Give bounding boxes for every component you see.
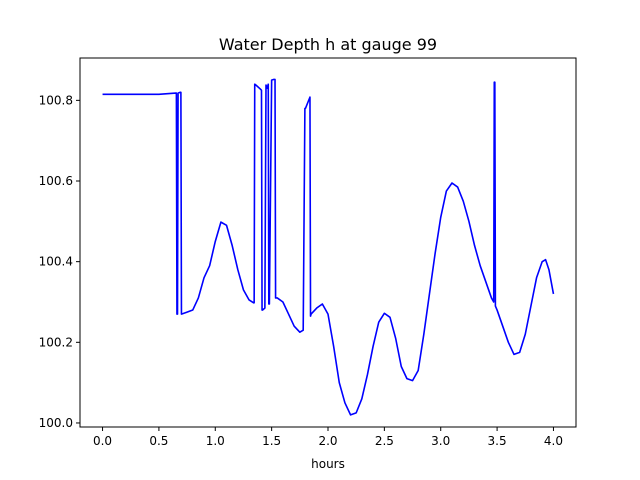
x-tick-label: 3.0 <box>431 434 450 448</box>
x-tick-label: 2.0 <box>318 434 337 448</box>
series-line <box>102 78 555 416</box>
x-tick-label: 2.5 <box>375 434 394 448</box>
x-axis: 0.0 0.5 1.0 1.5 2.0 2.5 3.0 3.5 4.0 <box>93 427 563 448</box>
y-tick-label: 100.2 <box>39 335 73 349</box>
x-tick-label: 1.0 <box>206 434 225 448</box>
x-tick-label: 0.5 <box>149 434 168 448</box>
y-axis: 100.0 100.2 100.4 100.6 100.8 <box>39 93 80 430</box>
y-tick-label: 100.0 <box>39 416 73 430</box>
x-tick-label: 4.0 <box>544 434 563 448</box>
plot-frame <box>79 57 577 428</box>
plot-area <box>79 57 577 428</box>
y-tick-label: 100.4 <box>39 255 73 269</box>
x-tick-label: 3.5 <box>488 434 507 448</box>
x-tick-label: 1.5 <box>262 434 281 448</box>
y-tick-label: 100.8 <box>39 93 73 107</box>
y-tick-label: 100.6 <box>39 174 73 188</box>
chart-title: Water Depth h at gauge 99 <box>219 35 437 54</box>
x-axis-label: hours <box>311 457 345 471</box>
x-tick-label: 0.0 <box>93 434 112 448</box>
